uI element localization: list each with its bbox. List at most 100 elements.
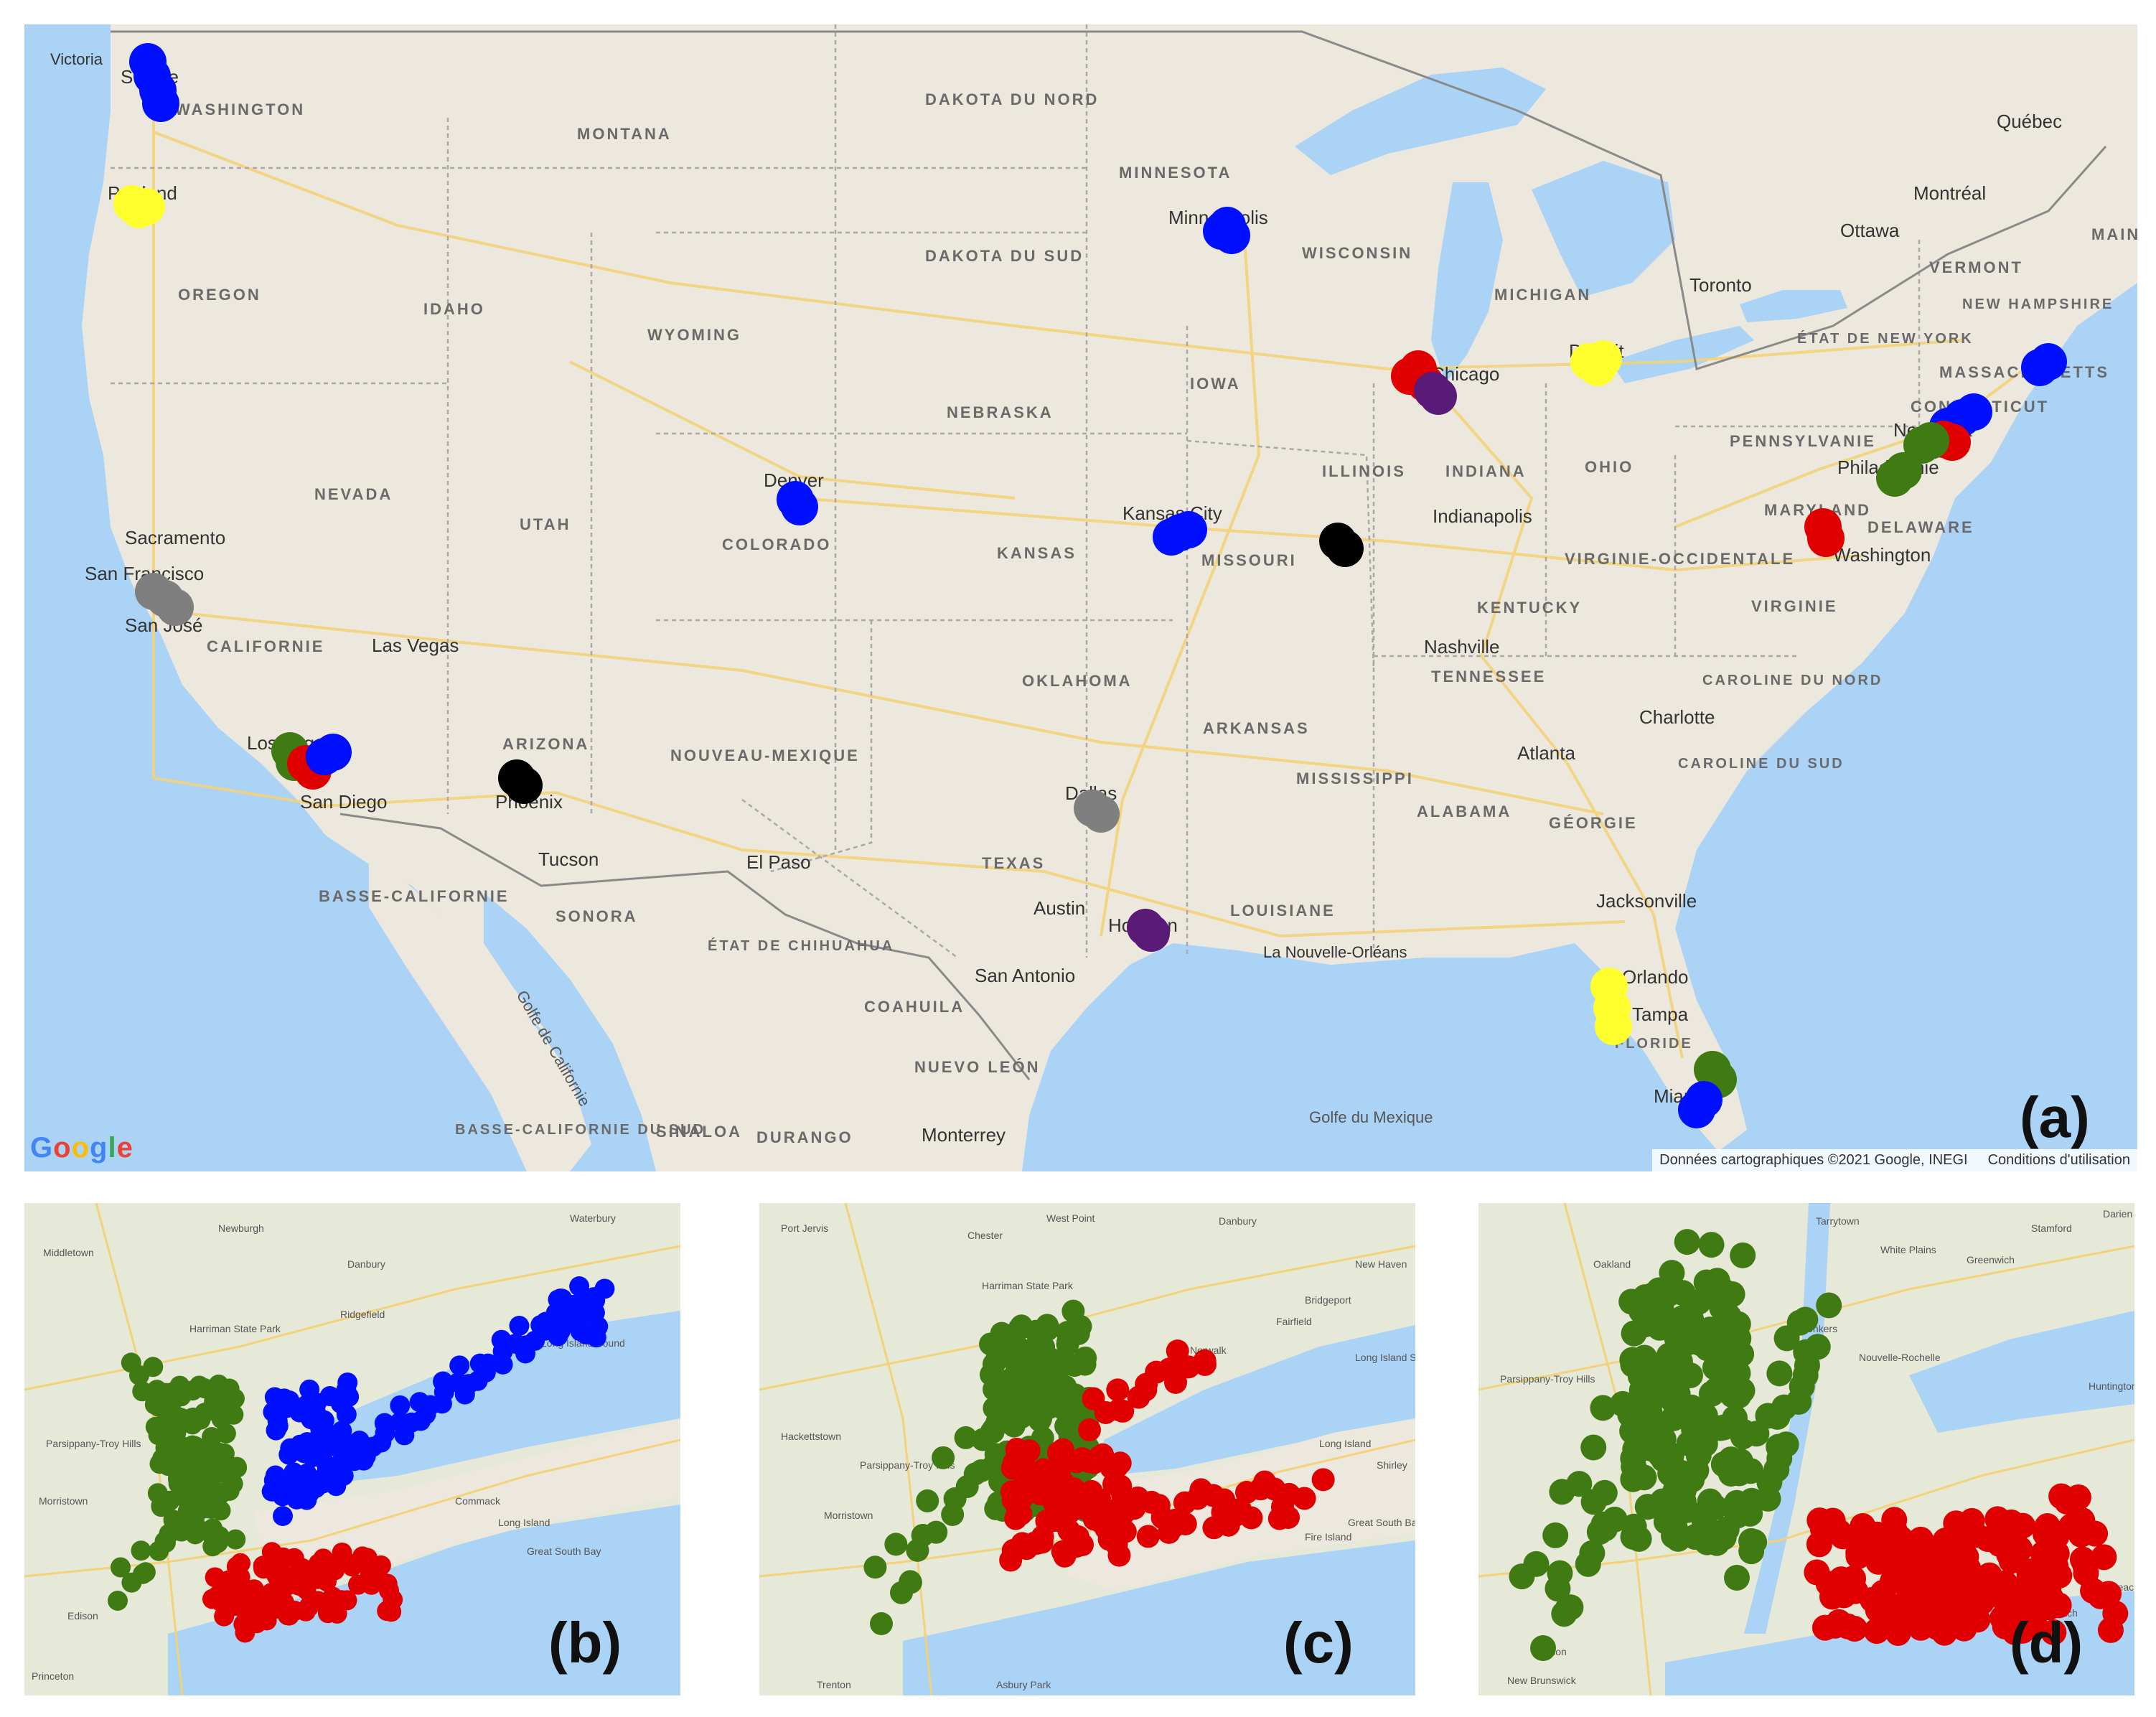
city-label: Austin [1034,897,1085,919]
cluster-point [1730,1242,1756,1268]
state-label: ILLINOIS [1322,462,1406,480]
city-label: La Nouvelle-Orléans [1263,943,1407,961]
cluster-point [984,1497,1008,1520]
cluster-point [1061,1299,1085,1323]
place-label: Darien [2103,1208,2132,1220]
map-panel-c[interactable]: Port Jervis Chester West Point Danbury H… [759,1203,1415,1695]
cluster-blue [306,734,352,775]
cluster-point [371,1432,392,1453]
cluster-point [1648,1293,1674,1320]
state-label: KENTUCKY [1477,599,1582,617]
panel-letter: (b) [548,1611,622,1675]
cluster-blue [261,1276,615,1526]
cluster-point [1276,1505,1300,1529]
cluster-point [982,1417,1006,1441]
cluster-point [108,1591,128,1611]
state-label: IDAHO [423,300,485,318]
place-label: Shirley [1377,1459,1407,1471]
lake-ontario [1740,290,1847,322]
cluster-point [143,1357,164,1377]
cluster-point [550,1321,571,1342]
terms-link[interactable]: Conditions d'utilisation [1987,1152,2130,1168]
cluster-point [1253,1470,1277,1494]
cluster-point [289,1471,310,1492]
cluster-point [1591,1479,1618,1506]
cluster-point [1004,1507,1028,1530]
cluster-point [1012,1393,1036,1417]
cluster-point [1691,1507,1717,1534]
map-panel-b[interactable]: Middletown Newburgh Danbury Waterbury Ha… [24,1203,680,1695]
cluster-point [1082,1500,1106,1523]
cluster-point [1621,1320,1647,1347]
cluster-point [263,1401,283,1422]
cluster-point [132,1381,153,1402]
cluster-point [1551,1601,1578,1627]
cluster-point [449,1355,470,1376]
state-label: MONTANA [577,125,672,143]
state-label: MICHIGAN [1494,286,1591,304]
cluster-point [128,188,165,225]
cluster-point [1724,1565,1750,1591]
state-label: UTAH [520,515,571,533]
place-label: Great South Bay [527,1545,601,1557]
cluster-red [202,1542,403,1643]
cluster-point [1807,520,1845,557]
state-label: OKLAHOMA [1022,672,1133,690]
map-attribution: Données cartographiques ©2021 Google, IN… [1652,1149,2137,1171]
cluster-point [207,1585,228,1606]
cluster-point [314,1562,335,1583]
cluster-point [1738,1458,1764,1484]
cluster-point [121,1352,141,1373]
cluster-point [1239,1506,1263,1530]
attribution-data: Données cartographiques ©2021 Google, IN… [1659,1152,1968,1168]
cluster-point [1012,1474,1036,1497]
cluster-point [301,1591,322,1611]
cluster-point [1912,422,1949,459]
cluster-point [171,1408,192,1428]
place-label: Danbury [347,1258,385,1270]
place-label: Port Jervis [781,1222,828,1234]
cluster-point [1082,1387,1105,1410]
nyc-map-b-svg: Middletown Newburgh Danbury Waterbury Ha… [24,1203,680,1695]
cluster-layer [863,1299,1335,1635]
cluster-point [1900,1576,1926,1602]
google-logo: Google [30,1132,133,1164]
road-network [152,89,2035,1059]
state-label: ÉTAT DE NEW YORK [1797,330,1974,347]
cluster-point [1023,1531,1047,1555]
map-panel-d[interactable]: Tarrytown White Plains Greenwich Stamfor… [1478,1203,2134,1695]
place-label: Harriman State Park [189,1323,281,1334]
mexico-border [339,813,1031,1080]
cluster-point [1894,1543,1921,1569]
place-label: Huntington [2089,1380,2134,1392]
cluster-point [1542,1522,1569,1548]
cluster-point [1136,1525,1160,1548]
cluster-point [2048,1483,2075,1510]
cluster-point [1173,1491,1196,1515]
cluster-point [1420,378,1457,415]
cluster-point [1620,1524,1646,1550]
lake-erie [1611,326,1754,383]
place-label: Parsippany-Troy Hills [860,1459,955,1471]
state-label: WYOMING [647,326,741,344]
city-label: Charlotte [1639,706,1715,728]
cluster-point [205,1567,225,1588]
cluster-point [1906,1598,1933,1624]
cluster-point [2058,1513,2084,1540]
cluster-point [1789,1373,1815,1400]
place-label: West Point [1046,1212,1095,1224]
cluster-point [379,1580,400,1601]
cluster-point [1585,340,1622,378]
cluster-point [1828,1566,1855,1593]
cluster-point [1766,1360,1793,1387]
state-label: TEXAS [982,854,1045,872]
state-label: LOUISIANE [1230,902,1336,920]
panel-letter: (d) [2010,1611,2083,1675]
cluster-point [1996,1541,2023,1568]
cluster-point [2010,1512,2036,1539]
city-label: Tampa [1632,1003,1689,1025]
place-label: Middletown [43,1247,94,1258]
cluster-point [227,1457,248,1478]
map-panel-a[interactable]: Victoria Seattle WASHINGTON MONTANA DAKO… [24,24,2137,1171]
state-label: INDIANA [1445,462,1527,480]
